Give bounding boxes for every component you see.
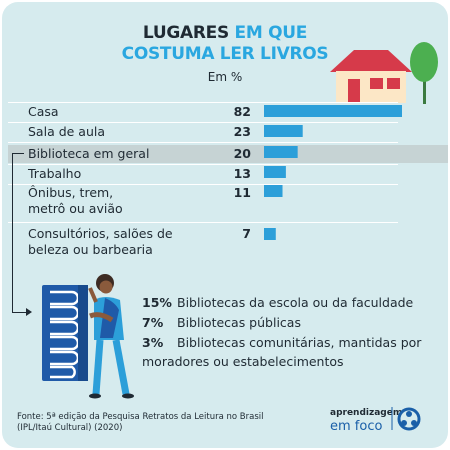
source-line: (IPL/Itaú Cultural) (2020): [17, 423, 123, 433]
library-pct: 15%: [142, 295, 172, 310]
library-label: Bibliotecas públicas: [177, 315, 301, 330]
title-line-1: LUGARES EM QUE: [2, 23, 448, 43]
row-divider: [8, 142, 398, 143]
value-label: 7: [242, 226, 251, 241]
category-label-line: Consultórios, salões de: [28, 226, 173, 241]
category-label: Sala de aula: [28, 124, 106, 139]
category-label: Biblioteca em geral: [28, 146, 150, 161]
house-icon: [330, 50, 412, 103]
bar: [264, 228, 276, 240]
value-label: 11: [233, 185, 251, 200]
category-label: Casa: [28, 104, 59, 119]
title-part-dark: LUGARES: [142, 23, 235, 43]
row-divider: [8, 184, 398, 185]
title-part-blue: EM QUE: [234, 23, 308, 43]
bar: [264, 166, 286, 178]
library-pct: 3%: [142, 335, 164, 350]
bracket-line: [12, 153, 24, 154]
library-label: Bibliotecas comunitárias, mantidas por: [177, 335, 422, 350]
title-line-2: COSTUMA LER LIVROS: [121, 44, 329, 64]
value-label: 13: [233, 166, 251, 181]
bar: [264, 146, 298, 158]
row-divider: [8, 222, 398, 223]
category-label-line: beleza ou barbearia: [28, 242, 153, 257]
tree-icon: [410, 42, 438, 104]
library-label: Bibliotecas da escola ou da faculdade: [177, 295, 414, 310]
bracket-line: [12, 153, 13, 312]
logo-text: em foco: [330, 419, 383, 434]
value-label: 20: [233, 146, 251, 161]
library-label: moradores ou estabelecimentos: [142, 354, 344, 369]
books-icon: [42, 285, 88, 381]
value-label: 23: [233, 124, 251, 139]
subtitle: Em %: [207, 70, 243, 84]
bracket-line: [12, 312, 26, 313]
source-note: Fonte: 5ª edição da Pesquisa Retratos da…: [17, 412, 264, 434]
bar: [264, 185, 283, 197]
row-divider: [8, 122, 398, 123]
house-illustration: [330, 42, 438, 104]
bar: [264, 125, 303, 137]
logo-text: aprendizagem: [330, 408, 403, 418]
source-line: Fonte: 5ª edição da Pesquisa Retratos da…: [17, 412, 264, 422]
value-label: 82: [233, 104, 251, 119]
category-label: Trabalho: [28, 166, 82, 181]
highlight-row: [8, 145, 448, 163]
category-label: Consultórios, salões de beleza ou barbea…: [28, 226, 173, 258]
category-label-line: metrô ou avião: [28, 201, 123, 216]
library-pct: 7%: [142, 315, 164, 330]
reader-person-icon: [88, 274, 134, 399]
category-label-line: Ônibus, trem,: [28, 185, 114, 200]
row-divider: [8, 164, 398, 165]
bar: [264, 105, 402, 117]
row-divider: [8, 102, 398, 103]
category-label: Ônibus, trem, metrô ou avião: [28, 185, 123, 217]
